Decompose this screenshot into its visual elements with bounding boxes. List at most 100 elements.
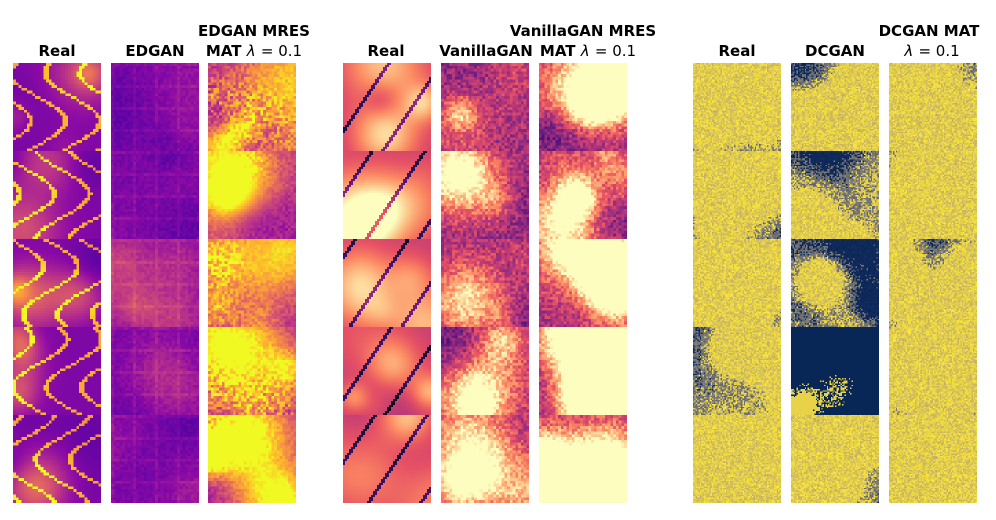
vanillagan-tile-col3-row3 [539, 239, 627, 327]
vanillagan-image-col2-row1 [441, 63, 529, 151]
dcgan-tile-col3-row5 [889, 415, 977, 503]
vanillagan-tile-col3-row4 [539, 327, 627, 415]
dcgan-tile-col2-row3 [791, 239, 879, 327]
vanillagan-title: VanillaGAN [439, 42, 533, 60]
vanilla-mres-mat-label: MAT [539, 42, 576, 60]
dcgan-tile-col3-row4 [889, 327, 977, 415]
dcgan-image-col3-row5 [889, 415, 977, 503]
dcgan-image-col2-row5 [791, 415, 879, 503]
dcgan-image-col3-row3 [889, 239, 977, 327]
dcgan-group: Real DCGAN DCGAN MAT λ = 0.1 [680, 0, 996, 520]
vanillagan-image-col1-row1 [343, 63, 431, 151]
dcgan-image-col3-row2 [889, 151, 977, 239]
edgan-image-col1-row3 [13, 239, 101, 327]
edgan-image-col3-row3 [208, 239, 296, 327]
edgan-real-title: Real [38, 42, 76, 60]
edgan-tile-col3-row4 [208, 327, 296, 415]
vanillagan-image-col3-row4 [539, 327, 627, 415]
edgan-image-col2-row1 [111, 63, 199, 151]
dcgan-mat-lambda-value: = 0.1 [918, 42, 960, 60]
dcgan-mat-title: DCGAN MAT [878, 22, 980, 40]
vanillagan-tile-col2-row4 [441, 327, 529, 415]
dcgan-image-col1-row3 [693, 239, 781, 327]
dcgan-tile-col2-row4 [791, 327, 879, 415]
vanillagan-image-col3-row1 [539, 63, 627, 151]
dcgan-title: DCGAN [805, 42, 865, 60]
dcgan-image-col2-row4 [791, 327, 879, 415]
dcgan-mat-lambda: λ [904, 42, 914, 60]
dcgan-image-col1-row5 [693, 415, 781, 503]
dcgan-image-col1-row4 [693, 327, 781, 415]
edgan-tile-col2-row4 [111, 327, 199, 415]
dcgan-mat-subtitle: λ = 0.1 [888, 42, 976, 60]
vanillagan-image-col3-row2 [539, 151, 627, 239]
edgan-tile-col2-row3 [111, 239, 199, 327]
vanillagan-tile-col2-row1 [441, 63, 529, 151]
dcgan-tile-col1-row2 [693, 151, 781, 239]
edgan-tile-col3-row2 [208, 151, 296, 239]
edgan-image-col3-row4 [208, 327, 296, 415]
edgan-tile-col2-row1 [111, 63, 199, 151]
dcgan-tile-col1-row5 [693, 415, 781, 503]
edgan-mres-lambda: λ [246, 42, 256, 60]
edgan-tile-col1-row4 [13, 327, 101, 415]
edgan-image-col2-row2 [111, 151, 199, 239]
dcgan-tile-col2-row1 [791, 63, 879, 151]
vanillagan-image-col3-row5 [539, 415, 627, 503]
edgan-tile-col1-row5 [13, 415, 101, 503]
edgan-tile-col1-row1 [13, 63, 101, 151]
vanillagan-tile-col1-row4 [343, 327, 431, 415]
dcgan-tile-col1-row4 [693, 327, 781, 415]
dcgan-tile-col3-row2 [889, 151, 977, 239]
vanillagan-image-col2-row2 [441, 151, 529, 239]
dcgan-image-col1-row2 [693, 151, 781, 239]
vanillagan-tile-col2-row3 [441, 239, 529, 327]
edgan-image-col1-row4 [13, 327, 101, 415]
vanillagan-tile-col1-row5 [343, 415, 431, 503]
vanillagan-tile-col1-row2 [343, 151, 431, 239]
dcgan-image-col2-row3 [791, 239, 879, 327]
vanillagan-image-col2-row3 [441, 239, 529, 327]
vanilla-mres-lambda-value: = 0.1 [594, 42, 637, 60]
vanillagan-tile-col2-row5 [441, 415, 529, 503]
dcgan-tile-col2-row5 [791, 415, 879, 503]
vanillagan-tile-col1-row3 [343, 239, 431, 327]
dcgan-tile-col1-row1 [693, 63, 781, 151]
edgan-group: Real EDGAN EDGAN MRES MAT λ = 0.1 [0, 0, 310, 520]
vanillagan-image-col3-row3 [539, 239, 627, 327]
vanillagan-tile-col2-row2 [441, 151, 529, 239]
dcgan-image-col2-row1 [791, 63, 879, 151]
vanillagan-tile-col3-row5 [539, 415, 627, 503]
vanilla-mres-lambda: λ [580, 42, 590, 60]
vanillagan-image-col1-row4 [343, 327, 431, 415]
edgan-image-col3-row5 [208, 415, 296, 503]
dcgan-tile-col3-row3 [889, 239, 977, 327]
edgan-image-col1-row5 [13, 415, 101, 503]
edgan-tile-col3-row5 [208, 415, 296, 503]
edgan-tile-col1-row2 [13, 151, 101, 239]
edgan-mres-subtitle: MAT λ = 0.1 [196, 42, 312, 60]
dcgan-tile-col2-row2 [791, 151, 879, 239]
edgan-mres-lambda-value: = 0.1 [260, 42, 303, 60]
edgan-mres-mat-label: MAT [205, 42, 242, 60]
edgan-tile-col3-row3 [208, 239, 296, 327]
edgan-image-col2-row5 [111, 415, 199, 503]
vanillagan-image-col1-row3 [343, 239, 431, 327]
edgan-tile-col3-row1 [208, 63, 296, 151]
edgan-tile-col2-row5 [111, 415, 199, 503]
edgan-image-col3-row1 [208, 63, 296, 151]
edgan-image-col2-row3 [111, 239, 199, 327]
dc-real-title: Real [718, 42, 756, 60]
edgan-image-col1-row1 [13, 63, 101, 151]
dcgan-tile-col1-row3 [693, 239, 781, 327]
edgan-image-col1-row2 [13, 151, 101, 239]
vanillagan-image-col1-row5 [343, 415, 431, 503]
vanillagan-image-col2-row5 [441, 415, 529, 503]
dcgan-image-col3-row1 [889, 63, 977, 151]
edgan-image-col3-row2 [208, 151, 296, 239]
dcgan-image-col3-row4 [889, 327, 977, 415]
vanilla-mres-title: VanillaGAN MRES [509, 22, 657, 40]
edgan-mres-title: EDGAN MRES [198, 22, 310, 40]
vanillagan-image-col2-row4 [441, 327, 529, 415]
edgan-title: EDGAN [125, 42, 185, 60]
